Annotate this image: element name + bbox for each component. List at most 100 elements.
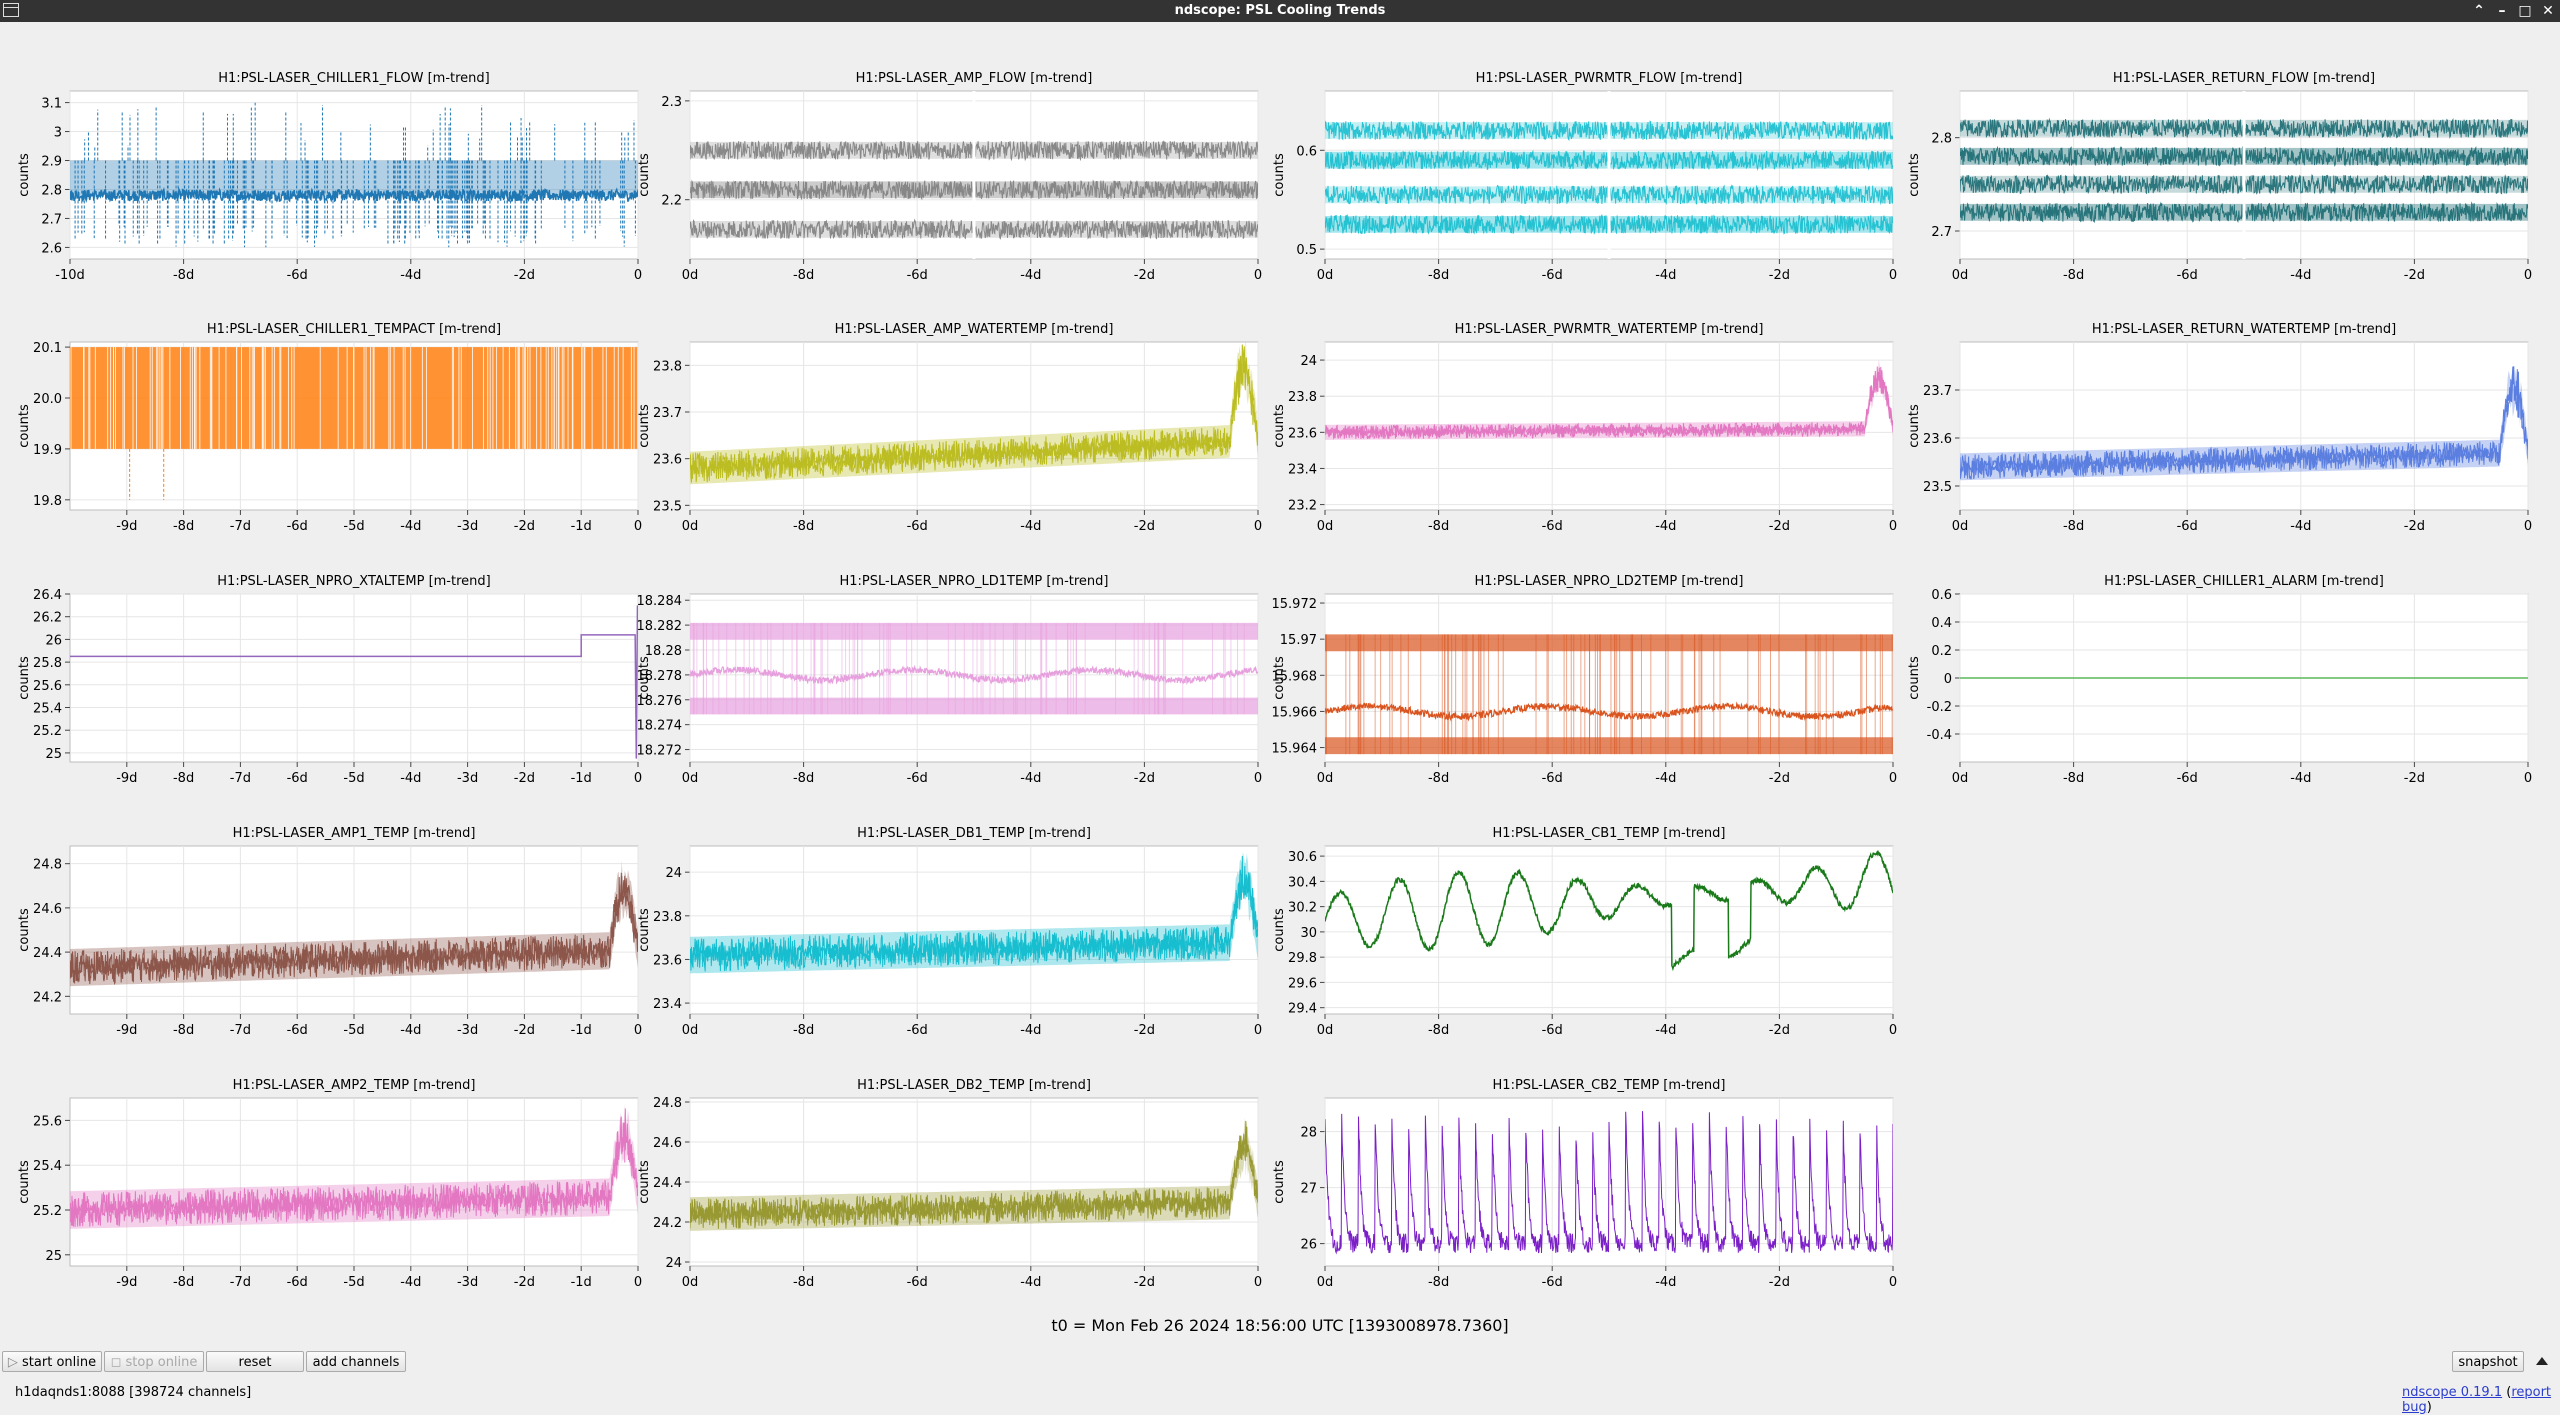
plot-panel-10[interactable]: H1:PSL-LASER_NPRO_LD2TEMP [m-trend] 15.96… xyxy=(1272,574,1898,786)
plot-area[interactable] xyxy=(689,341,1259,511)
plot-panel-16[interactable]: H1:PSL-LASER_DB2_TEMP [m-trend] 24 24.2 24.… xyxy=(637,1078,1262,1290)
y-tick-label: 23.6 xyxy=(653,453,682,468)
plot-area[interactable] xyxy=(689,845,1259,1015)
reset-button[interactable]: reset xyxy=(206,1351,304,1372)
x-tick-label: -2d xyxy=(514,1023,535,1038)
version-link[interactable]: ndscope 0.19.1 xyxy=(2402,1385,2503,1400)
x-tick-label: -8d xyxy=(2063,771,2084,786)
plot-panel-3[interactable]: H1:PSL-LASER_RETURN_FLOW [m-trend] 2.7 2.8… xyxy=(1907,71,2532,283)
plot-panel-11[interactable]: H1:PSL-LASER_CHILLER1_ALARM [m-trend] -0.… xyxy=(1907,574,2532,786)
plot-series xyxy=(1960,366,2528,481)
y-tick-label: -0.2 xyxy=(1927,700,1952,715)
x-tick-label: -9d xyxy=(116,1275,137,1290)
plot-panel-9[interactable]: H1:PSL-LASER_NPRO_LD1TEMP [m-trend] 18.27… xyxy=(637,574,1263,786)
plot-panel-2[interactable]: H1:PSL-LASER_PWRMTR_FLOW [m-trend] 0.5 0.6… xyxy=(1272,71,1897,283)
plot-panel-0[interactable]: H1:PSL-LASER_CHILLER1_FLOW [m-trend] 2.6 2… xyxy=(17,71,642,283)
plot-panel-8[interactable]: H1:PSL-LASER_NPRO_XTALTEMP [m-trend] 25 25… xyxy=(17,574,642,786)
plot-area[interactable] xyxy=(1324,593,1894,763)
plot-panel-5[interactable]: H1:PSL-LASER_AMP_WATERTEMP [m-trend] 23.5… xyxy=(637,322,1262,534)
plot-panel-6[interactable]: H1:PSL-LASER_PWRMTR_WATERTEMP [m-trend] 2… xyxy=(1272,322,1897,534)
channel-count: [398724 channels] xyxy=(129,1385,252,1400)
y-tick-label: 0.6 xyxy=(1931,588,1952,603)
x-tick-label: -4d xyxy=(400,1275,421,1290)
x-tick-label: 0 xyxy=(1254,268,1262,283)
y-tick-label: 24.2 xyxy=(33,990,62,1005)
plot-grid[interactable]: H1:PSL-LASER_CHILLER1_FLOW [m-trend] 2.6 2… xyxy=(0,22,2560,1332)
x-tick-label: 0 xyxy=(1889,519,1897,534)
y-tick-label: 29.4 xyxy=(1288,1002,1317,1017)
plot-area[interactable] xyxy=(1959,341,2529,511)
maximize-icon[interactable]: □ xyxy=(2518,3,2532,19)
y-tick-label: 18.278 xyxy=(637,669,683,684)
y-tick-label: 23.8 xyxy=(653,910,682,925)
x-tick-label: 0 xyxy=(1254,1023,1262,1038)
y-tick-label: 25.2 xyxy=(33,724,62,739)
x-tick-label: -4d xyxy=(2290,771,2311,786)
x-tick-label: -5d xyxy=(343,1275,364,1290)
x-tick-label: -8d xyxy=(793,519,814,534)
minimize-icon[interactable]: – xyxy=(2498,3,2506,19)
x-tick-label: -4d xyxy=(1020,268,1041,283)
x-tick-label: -6d xyxy=(907,519,928,534)
x-tick-label: -8d xyxy=(1428,771,1449,786)
plot-panel-12[interactable]: H1:PSL-LASER_AMP1_TEMP [m-trend] 24.2 24.4… xyxy=(17,826,642,1038)
expand-panel-icon[interactable] xyxy=(2536,1357,2548,1365)
y-axis-label: counts xyxy=(17,656,32,700)
x-tick-label: -6d xyxy=(287,1023,308,1038)
plot-title: H1:PSL-LASER_RETURN_FLOW [m-trend] xyxy=(2113,71,2375,86)
x-tick-label: -6d xyxy=(907,268,928,283)
plot-panel-13[interactable]: H1:PSL-LASER_DB1_TEMP [m-trend] 23.4 23.6 2… xyxy=(637,826,1262,1038)
window-titlebar: ndscope: PSL Cooling Trends ⌃ – □ ✕ xyxy=(0,0,2560,22)
plot-area[interactable] xyxy=(1324,845,1894,1015)
x-tick-label: -4d xyxy=(1655,268,1676,283)
x-tick-label: 0d xyxy=(1317,771,1334,786)
x-tick-label: 0 xyxy=(2524,519,2532,534)
y-tick-label: 2.8 xyxy=(41,183,62,198)
plot-area[interactable] xyxy=(1324,341,1894,511)
y-tick-label: 29.8 xyxy=(1288,951,1317,966)
plot-panel-17[interactable]: H1:PSL-LASER_CB2_TEMP [m-trend] 26 27 28 0d -… xyxy=(1272,1078,1897,1290)
plot-title: H1:PSL-LASER_CB1_TEMP [m-trend] xyxy=(1493,826,1726,841)
y-tick-label: 24.6 xyxy=(33,902,62,917)
y-axis-label: counts xyxy=(17,404,32,448)
plot-panel-7[interactable]: H1:PSL-LASER_RETURN_WATERTEMP [m-trend] 2… xyxy=(1907,322,2532,534)
start-online-button[interactable]: ▷ start online xyxy=(2,1351,102,1372)
x-tick-label: -6d xyxy=(287,771,308,786)
y-tick-label: 23.4 xyxy=(1288,462,1317,477)
plot-title: H1:PSL-LASER_AMP1_TEMP [m-trend] xyxy=(233,826,476,841)
y-tick-label: 26 xyxy=(1300,1238,1317,1253)
plot-panel-4[interactable]: H1:PSL-LASER_CHILLER1_TEMPACT [m-trend] 1… xyxy=(17,322,642,534)
y-axis-label: counts xyxy=(637,1160,652,1204)
y-axis-label: counts xyxy=(1272,153,1287,197)
plot-panel-15[interactable]: H1:PSL-LASER_AMP2_TEMP [m-trend] 25 25.2 25… xyxy=(17,1078,642,1290)
snapshot-button[interactable]: snapshot xyxy=(2452,1351,2524,1372)
plot-title: H1:PSL-LASER_NPRO_LD1TEMP [m-trend] xyxy=(840,574,1109,589)
x-tick-label: -3d xyxy=(457,771,478,786)
y-tick-label: 24.2 xyxy=(653,1216,682,1231)
plot-title: H1:PSL-LASER_NPRO_XTALTEMP [m-trend] xyxy=(217,574,490,589)
y-tick-label: 15.972 xyxy=(1272,597,1318,612)
y-tick-label: 15.968 xyxy=(1272,669,1318,684)
x-tick-label: -4d xyxy=(1020,1023,1041,1038)
close-icon[interactable]: ✕ xyxy=(2542,3,2554,19)
stop-online-button[interactable]: ◻ stop online xyxy=(104,1351,204,1372)
add-channels-button[interactable]: add channels xyxy=(306,1351,406,1372)
y-tick-label: 0 xyxy=(1944,672,1952,687)
y-tick-label: 15.97 xyxy=(1280,633,1317,648)
y-axis-label: counts xyxy=(17,908,32,952)
y-tick-label: 24.8 xyxy=(653,1096,682,1111)
x-tick-label: -9d xyxy=(116,1023,137,1038)
x-tick-label: -2d xyxy=(2404,771,2425,786)
x-tick-label: 0 xyxy=(1254,1275,1262,1290)
plot-panel-1[interactable]: H1:PSL-LASER_AMP_FLOW [m-trend] 2.2 2.3 0d -… xyxy=(637,71,1262,283)
y-tick-label: 18.28 xyxy=(645,644,682,659)
y-tick-label: 18.274 xyxy=(637,719,683,734)
x-tick-label: -2d xyxy=(1134,519,1155,534)
plot-title: H1:PSL-LASER_AMP2_TEMP [m-trend] xyxy=(233,1078,476,1093)
x-tick-label: -6d xyxy=(287,1275,308,1290)
chevron-up-icon[interactable]: ⌃ xyxy=(2473,3,2485,19)
y-tick-label: 20.1 xyxy=(33,341,62,356)
y-tick-label: 30.4 xyxy=(1288,875,1317,890)
plot-panel-14[interactable]: H1:PSL-LASER_CB1_TEMP [m-trend] 29.4 29.6 2… xyxy=(1272,826,1897,1038)
y-axis-label: counts xyxy=(637,908,652,952)
